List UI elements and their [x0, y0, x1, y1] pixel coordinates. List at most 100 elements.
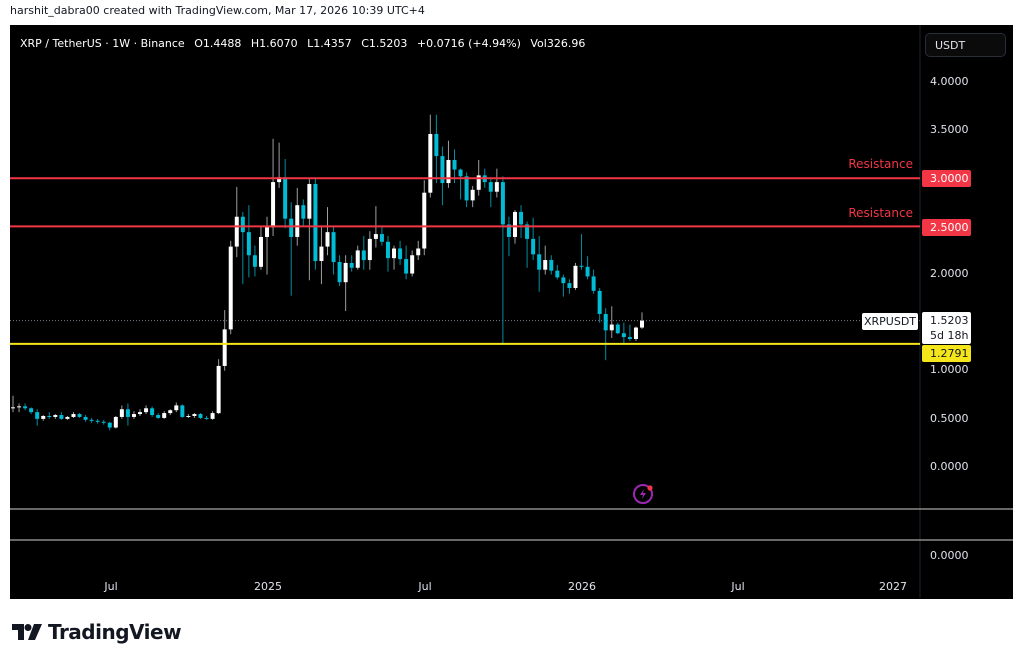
x-tick: Jul	[418, 580, 432, 593]
candle	[271, 138, 276, 236]
candle-body	[476, 175, 481, 190]
candle	[561, 274, 566, 297]
chart-panel[interactable]	[10, 25, 1013, 599]
candle-body	[252, 255, 257, 267]
candle-body	[271, 182, 276, 228]
y-tick: 2.0000	[930, 267, 969, 280]
candle-body	[561, 277, 566, 284]
candle	[246, 205, 251, 278]
candle	[379, 226, 384, 246]
candle	[29, 407, 34, 415]
candle	[216, 359, 221, 415]
support-price-tag: 1.2791	[922, 345, 971, 362]
candle	[35, 409, 40, 426]
candle-body	[488, 182, 493, 192]
candle	[41, 415, 46, 421]
candle	[603, 308, 608, 361]
current-price: 1.5203	[930, 314, 969, 327]
candle	[355, 245, 360, 270]
candle	[53, 414, 58, 419]
candle-body	[17, 406, 22, 408]
legend-symbol[interactable]: XRP / TetherUS · 1W · Binance	[20, 37, 185, 50]
resistance-price-tag-2: 2.5000	[922, 219, 971, 236]
candle	[307, 178, 312, 281]
candle	[283, 159, 288, 229]
candle-body	[367, 238, 372, 261]
candle	[404, 245, 409, 280]
candle	[210, 411, 215, 420]
candle	[500, 176, 505, 345]
candle	[95, 418, 100, 424]
candle	[337, 255, 342, 287]
legend-open: O1.4488	[194, 37, 242, 50]
candle	[168, 409, 173, 416]
candle-body	[355, 250, 360, 268]
candle-body	[500, 182, 505, 225]
candle	[89, 417, 94, 423]
candle	[392, 245, 397, 270]
y-tick: 0.0000	[930, 460, 969, 473]
legend-volume: Vol326.96	[530, 37, 586, 50]
candle	[470, 185, 475, 208]
candle-body	[416, 248, 421, 256]
candle-body	[446, 159, 451, 184]
candle	[361, 236, 366, 270]
candle-body	[361, 250, 366, 261]
candle-body	[343, 262, 348, 283]
candle	[162, 411, 167, 419]
candle	[295, 187, 300, 246]
candle-body	[83, 416, 88, 420]
candle-body	[404, 259, 409, 274]
candle-body	[35, 412, 40, 419]
candle	[398, 240, 403, 265]
candle-body	[464, 176, 469, 201]
candle	[428, 114, 433, 198]
candle	[119, 405, 124, 419]
current-price-tag: 1.5203 5d 18h	[922, 312, 971, 344]
candle	[349, 255, 354, 272]
candle	[591, 269, 596, 294]
candle	[446, 140, 451, 188]
candle-body	[549, 260, 554, 271]
candle-body	[494, 182, 499, 192]
candle-body	[216, 365, 221, 414]
candle-body	[337, 261, 342, 283]
candle-body	[452, 159, 457, 170]
candle	[131, 411, 136, 419]
candle	[138, 409, 143, 416]
tradingview-logo[interactable]: TradingView	[12, 620, 182, 644]
candle	[549, 255, 554, 275]
candle-body	[597, 290, 602, 314]
candle-body	[283, 177, 288, 219]
candle	[222, 310, 227, 371]
candle	[422, 180, 427, 256]
currency-button[interactable]: USDT	[925, 33, 1006, 57]
candle-body	[331, 232, 336, 262]
candle-body	[506, 224, 511, 237]
candle	[494, 168, 499, 198]
candle-body	[228, 246, 233, 330]
candle-body	[277, 177, 282, 183]
candle	[192, 413, 197, 418]
candle-body	[591, 276, 596, 291]
candle-body	[458, 169, 463, 177]
candle	[525, 221, 530, 268]
candle	[17, 403, 22, 413]
candle-body	[186, 415, 191, 417]
candle-body	[107, 422, 112, 428]
candle	[198, 413, 203, 419]
candle	[156, 413, 161, 419]
candle-body	[77, 414, 82, 417]
y-tick: 1.0000	[930, 363, 969, 376]
candle	[23, 403, 28, 411]
candle-body	[265, 227, 270, 237]
candle	[59, 412, 64, 420]
candle-body	[640, 320, 644, 328]
candle	[65, 415, 70, 420]
x-tick: 2025	[254, 580, 282, 593]
candle-body	[603, 313, 608, 331]
candle	[107, 421, 112, 431]
candle	[615, 322, 620, 335]
candle-body	[289, 218, 294, 237]
